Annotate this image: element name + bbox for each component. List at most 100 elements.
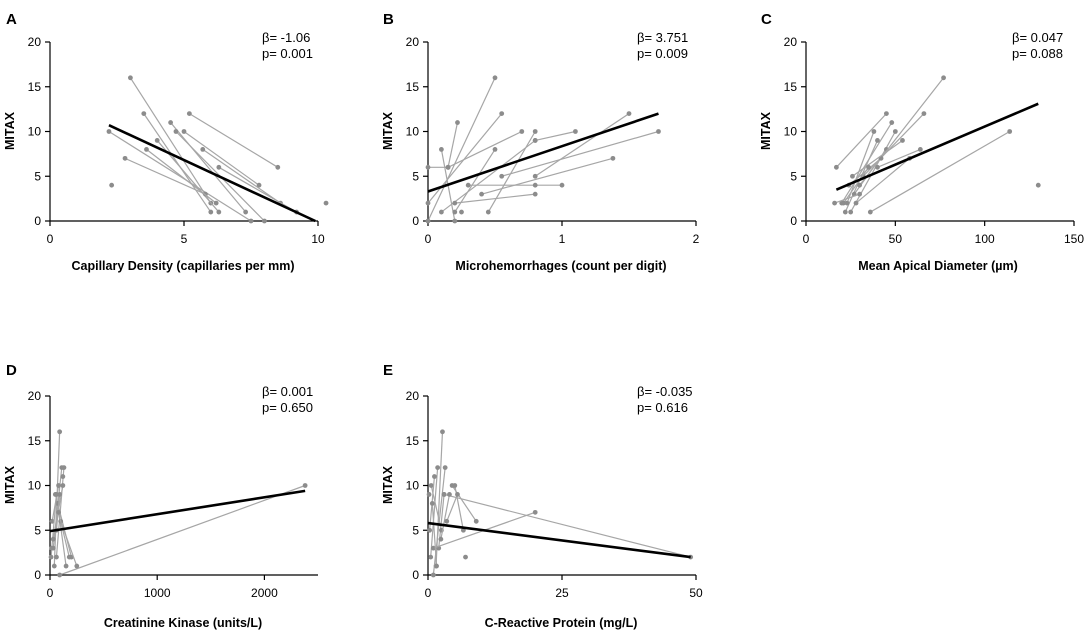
panel-letter: A — [6, 11, 17, 28]
data-point — [441, 492, 447, 497]
paired-line — [431, 503, 438, 567]
data-point — [323, 200, 329, 206]
p-value: p= 0.001 — [262, 46, 313, 61]
data-point — [848, 209, 854, 215]
regression-line — [835, 102, 1039, 191]
data-point — [432, 474, 437, 479]
data-point — [430, 572, 436, 578]
data-point — [426, 492, 432, 497]
data-point — [61, 465, 67, 470]
data-point — [213, 200, 219, 206]
data-point — [54, 554, 59, 560]
data-point — [439, 209, 444, 215]
data-point — [428, 554, 434, 560]
data-point — [216, 164, 222, 170]
data-point — [892, 129, 898, 134]
p-value: p= 0.009 — [637, 46, 688, 61]
paired-line — [454, 149, 496, 213]
data-point — [141, 111, 147, 116]
paired-line — [870, 130, 1010, 213]
data-point — [434, 563, 439, 569]
data-point — [1035, 182, 1041, 188]
paired-line — [534, 113, 630, 177]
beta-value: β= 0.001 — [262, 384, 313, 399]
paired-line — [862, 113, 925, 177]
data-point — [900, 138, 905, 143]
y-tick-label: 20 — [28, 389, 42, 403]
data-point — [425, 164, 431, 170]
panel-d: D 0 5 10 15 20 0 1000 2000 MITAX Creatinine Kinase… — [3, 362, 318, 630]
data-point — [452, 483, 458, 488]
y-tick-label: 10 — [28, 125, 42, 139]
panel-letter: E — [383, 362, 393, 379]
data-point — [532, 138, 538, 143]
data-point — [445, 164, 451, 170]
paired-line — [57, 512, 70, 558]
y-axis-title: MITAX — [381, 465, 395, 504]
paired-line — [427, 113, 503, 204]
y-tick-label: 15 — [28, 434, 42, 448]
paired-line — [443, 493, 691, 558]
paired-line — [859, 77, 945, 186]
y-axis-title: MITAX — [381, 111, 395, 150]
data-point — [429, 501, 435, 506]
paired-line — [454, 193, 536, 204]
paired-line — [124, 157, 206, 195]
y-tick-label: 5 — [34, 523, 41, 537]
data-point — [168, 120, 174, 125]
data-point — [51, 563, 57, 569]
data-point — [532, 191, 538, 197]
data-point — [57, 492, 63, 497]
data-point — [256, 182, 262, 188]
paired-line — [501, 130, 659, 177]
data-point — [875, 164, 880, 170]
y-tick-label: 5 — [790, 169, 797, 183]
data-point — [50, 536, 56, 542]
y-tick-label: 15 — [406, 80, 420, 94]
x-tick-label: 150 — [1064, 232, 1084, 246]
data-point — [427, 527, 433, 533]
data-point — [109, 182, 115, 188]
data-point — [867, 209, 873, 215]
beta-value: β= -0.035 — [637, 384, 693, 399]
data-point — [181, 129, 187, 134]
paired-line — [487, 131, 536, 213]
y-tick-label: 15 — [406, 434, 420, 448]
y-tick-label: 0 — [790, 214, 797, 228]
y-tick-label: 5 — [34, 169, 41, 183]
x-tick-label: 0 — [47, 586, 54, 600]
panel-b: B 0 5 10 15 20 0 1 2 MITAX Microhemorrhages (count… — [381, 11, 700, 273]
x-tick-label: 1 — [559, 232, 566, 246]
paired-line — [129, 77, 212, 204]
y-tick-label: 0 — [34, 214, 41, 228]
data-point — [186, 111, 192, 116]
y-tick-label: 10 — [406, 125, 420, 139]
data-point — [122, 155, 128, 161]
x-tick-label: 0 — [425, 232, 432, 246]
regression-line — [427, 112, 659, 193]
paired-line — [877, 148, 921, 168]
data-point — [57, 572, 63, 578]
paired-line — [146, 148, 217, 204]
x-axis-title: C-Reactive Protein (mg/L) — [485, 616, 638, 630]
x-tick-label: 100 — [975, 232, 995, 246]
data-point — [626, 111, 632, 116]
data-point — [208, 209, 214, 215]
data-point — [866, 164, 871, 170]
y-tick-label: 10 — [28, 479, 42, 493]
data-point — [857, 191, 862, 197]
y-tick-label: 5 — [412, 523, 419, 537]
data-point — [532, 509, 538, 515]
paired-line — [841, 122, 893, 204]
data-point — [154, 138, 160, 143]
data-point — [428, 483, 434, 488]
data-point — [499, 173, 505, 179]
data-point — [844, 200, 850, 206]
paired-line — [183, 131, 260, 186]
paired-line — [481, 157, 614, 195]
data-point — [49, 518, 55, 524]
beta-value: β= 0.047 — [1012, 30, 1063, 45]
data-point — [465, 182, 471, 188]
y-axis-title: MITAX — [759, 111, 773, 150]
data-point — [455, 492, 460, 497]
